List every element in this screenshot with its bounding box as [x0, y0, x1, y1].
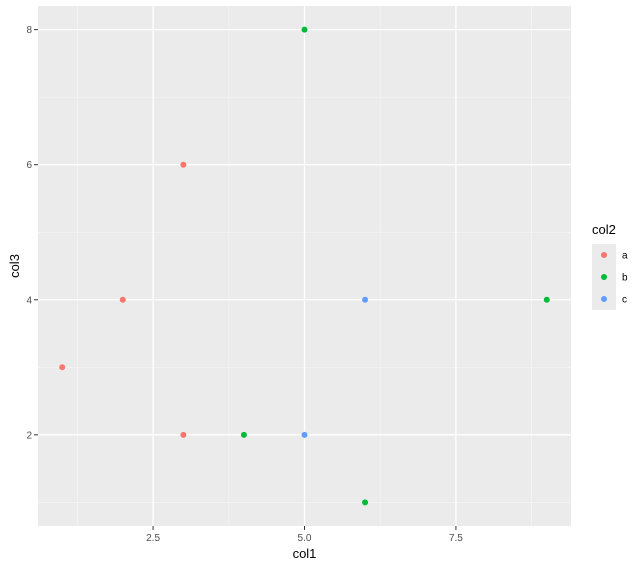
legend-label-b: b	[622, 273, 628, 284]
data-point-a	[59, 364, 66, 371]
data-point-b	[301, 26, 308, 33]
data-point-a	[180, 431, 187, 438]
legend: col2 abc	[592, 222, 628, 310]
y-tick-label: 2	[26, 430, 32, 441]
data-points	[59, 26, 550, 506]
data-point-c	[362, 296, 369, 303]
data-point-a	[180, 161, 187, 168]
legend-label-c: c	[622, 295, 627, 306]
legend-label-a: a	[622, 251, 628, 262]
data-point-b	[362, 499, 369, 506]
legend-marker-b	[601, 274, 607, 280]
data-point-a	[119, 296, 126, 303]
legend-title: col2	[592, 222, 616, 237]
x-axis-title: col1	[293, 546, 317, 561]
data-point-b	[543, 296, 550, 303]
x-tick-label: 5.0	[298, 533, 312, 544]
data-point-b	[240, 431, 247, 438]
x-tick-label: 2.5	[146, 533, 160, 544]
y-tick-label: 4	[26, 295, 32, 306]
legend-items: abc	[592, 244, 628, 310]
y-axis: 2 4 6 8	[26, 25, 38, 441]
y-tick-label: 6	[26, 160, 32, 171]
y-tick-label: 8	[26, 25, 32, 36]
x-tick-label: 7.5	[449, 533, 463, 544]
data-point-c	[301, 431, 308, 438]
x-axis: 2.5 5.0 7.5	[146, 526, 463, 544]
legend-marker-a	[601, 252, 607, 258]
y-axis-title: col3	[7, 254, 22, 278]
legend-marker-c	[601, 296, 607, 302]
